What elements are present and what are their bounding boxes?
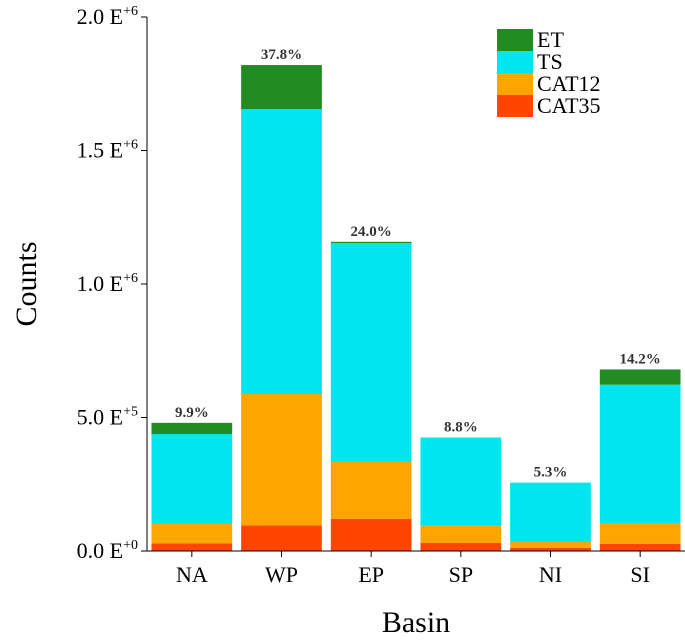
bar-na-cat35 — [151, 543, 233, 551]
bar-label-ni: 5.3% — [534, 465, 568, 481]
bar-ep-et — [330, 241, 412, 244]
y-axis: 0.0 E+0 5.0 E+5 1.0 E+6 1.5 E+6 2.0 E+6 — [77, 4, 148, 563]
bar-wp-et — [241, 65, 322, 110]
bar-si-et — [599, 369, 681, 385]
y-tick-label: 5.0 E+5 — [77, 405, 138, 430]
bar-label-wp: 37.8% — [261, 47, 302, 63]
bar-wp-cat35 — [241, 525, 322, 551]
bar-si-cat35 — [599, 543, 681, 551]
bar-label-ep: 24.0% — [351, 224, 392, 240]
bar-ni-cat12 — [510, 541, 591, 548]
x-tick-label-wp: WP — [265, 562, 298, 587]
y-tick-label: 0.0 E+0 — [77, 538, 138, 563]
bar-ep-cat12 — [330, 461, 412, 519]
bar-si-ts — [599, 384, 681, 523]
x-tick-label-na: NA — [176, 562, 208, 587]
legend-swatch-et — [497, 29, 533, 51]
x-tick-label-sp: SP — [449, 562, 473, 587]
x-tick-label-ni: NI — [539, 562, 562, 587]
plot-area: 9.9% 37.8% 24.0% 8.8% 5.3% 14.2% — [151, 47, 681, 551]
legend-swatch-cat35 — [497, 95, 533, 117]
bar-si-cat12 — [599, 522, 681, 544]
bar-label-na: 9.9% — [175, 405, 209, 421]
legend-label-ts: TS — [537, 49, 563, 74]
bar-wp-ts — [241, 109, 322, 395]
y-tick-label: 1.0 E+6 — [77, 271, 138, 296]
bar-label-sp: 8.8% — [444, 420, 478, 436]
legend-swatch-ts — [497, 51, 533, 73]
bar-wp-cat12 — [241, 394, 322, 526]
bar-na-ts — [151, 434, 233, 524]
y-axis-title: Counts — [10, 241, 43, 326]
x-axis-title: Basin — [382, 606, 450, 639]
legend-swatch-cat12 — [497, 73, 533, 95]
bar-na-cat12 — [151, 523, 233, 544]
y-tick-label: 2.0 E+6 — [77, 4, 138, 29]
legend-label-et: ET — [537, 27, 564, 52]
x-tick-label-si: SI — [630, 562, 650, 587]
legend-label-cat12: CAT12 — [537, 71, 601, 96]
bar-ep-ts — [330, 243, 412, 462]
bar-ni-ts — [510, 482, 591, 542]
legend-label-cat35: CAT35 — [537, 93, 601, 118]
bar-na-et — [151, 422, 233, 435]
y-tick-label: 1.5 E+6 — [77, 138, 138, 163]
x-tick-label-ep: EP — [358, 562, 384, 587]
bar-label-si: 14.2% — [620, 351, 661, 367]
bar-ni-cat35 — [510, 547, 591, 551]
bar-sp-cat12 — [420, 525, 502, 543]
bar-sp-cat35 — [420, 542, 502, 551]
x-axis: NA WP EP SP NI SI — [147, 550, 685, 587]
bar-sp-ts — [420, 437, 502, 526]
bar-ep-cat35 — [330, 518, 412, 551]
